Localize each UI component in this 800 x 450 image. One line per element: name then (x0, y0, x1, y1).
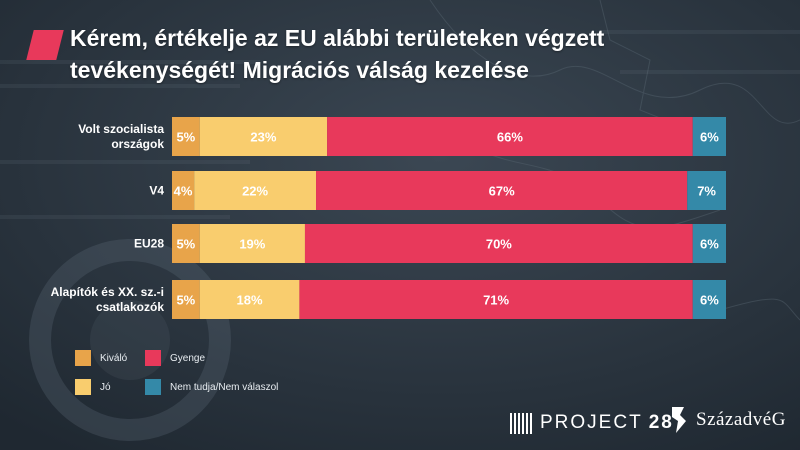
category-label-4: Alapítók és XX. sz.-i csatlakozók (51, 285, 165, 314)
legend-item-kivalo: Kiváló (75, 350, 127, 366)
legend-swatch-jo (75, 379, 91, 395)
bar-gyenge-1 (327, 117, 693, 156)
category-label-3: EU28 (134, 237, 164, 251)
legend-item-jo: Jó (75, 379, 111, 395)
bar-nem-tudja-nem-valaszol-2 (687, 171, 726, 210)
data-label-nem-tudja-nem-valaszol-3: 6% (700, 237, 719, 252)
bar-gyenge-3 (304, 224, 693, 263)
bar-jo-1 (199, 117, 328, 156)
bar-gyenge-4 (299, 280, 693, 319)
project28-logo: PROJECT 28 (510, 412, 674, 434)
data-label-kivalo-4: 5% (176, 293, 195, 308)
legend-item-gyenge: Gyenge (145, 350, 205, 366)
legend-label-jo: Jó (100, 381, 111, 393)
szazadveg-logo: SzázadvéG (668, 405, 786, 435)
data-label-nem-tudja-nem-valaszol-2: 7% (697, 184, 716, 199)
bar-jo-2 (194, 171, 317, 210)
data-label-jo-4: 18% (237, 293, 263, 308)
legend-label-gyenge: Gyenge (170, 352, 206, 364)
bar-nem-tudja-nem-valaszol-3 (692, 224, 726, 263)
data-label-nem-tudja-nem-valaszol-1: 6% (700, 130, 719, 145)
category-label-1: Volt szocialista országok (78, 122, 164, 151)
data-label-gyenge-1: 66% (497, 130, 523, 145)
bar-jo-3 (199, 224, 305, 263)
bar-nem-tudja-nem-valaszol-4 (692, 280, 726, 319)
legend-label-nem-tudja: Nem tudja/Nem válaszol (170, 381, 279, 393)
szazadveg-wordmark: SzázadvéG (696, 409, 786, 430)
chart-title: Kérem, értékelje az EU alábbi területeke… (70, 25, 605, 83)
data-label-kivalo-1: 5% (176, 130, 195, 145)
bar-kivalo-4 (172, 280, 200, 319)
legend-item-nem-tudja: Nem tudja/Nem válaszol (145, 379, 278, 395)
bar-kivalo-1 (172, 117, 200, 156)
project28-number: 28 (648, 412, 674, 433)
bar-kivalo-2 (172, 171, 195, 210)
legend-swatch-gyenge (145, 350, 161, 366)
bar-gyenge-2 (316, 171, 688, 210)
data-label-gyenge-3: 70% (486, 237, 512, 252)
legend-swatch-nem-tudja (145, 379, 161, 395)
data-label-jo-3: 19% (239, 237, 265, 252)
bar-nem-tudja-nem-valaszol-1 (692, 117, 726, 156)
szazadveg-emblem-icon (672, 407, 686, 433)
project28-bars-icon (510, 412, 532, 434)
data-label-kivalo-3: 5% (176, 237, 195, 252)
project28-label: PROJECT (540, 412, 643, 433)
category-label-2: V4 (149, 184, 164, 198)
data-label-nem-tudja-nem-valaszol-4: 6% (700, 293, 719, 308)
data-label-kivalo-2: 4% (174, 184, 193, 199)
data-label-jo-1: 23% (250, 130, 276, 145)
legend-swatch-kivalo (75, 350, 91, 366)
legend-label-kivalo: Kiváló (100, 352, 128, 364)
data-label-jo-2: 22% (242, 184, 268, 199)
data-label-gyenge-2: 67% (489, 184, 515, 199)
bar-kivalo-3 (172, 224, 200, 263)
bar-jo-4 (199, 280, 300, 319)
data-label-gyenge-4: 71% (483, 293, 509, 308)
